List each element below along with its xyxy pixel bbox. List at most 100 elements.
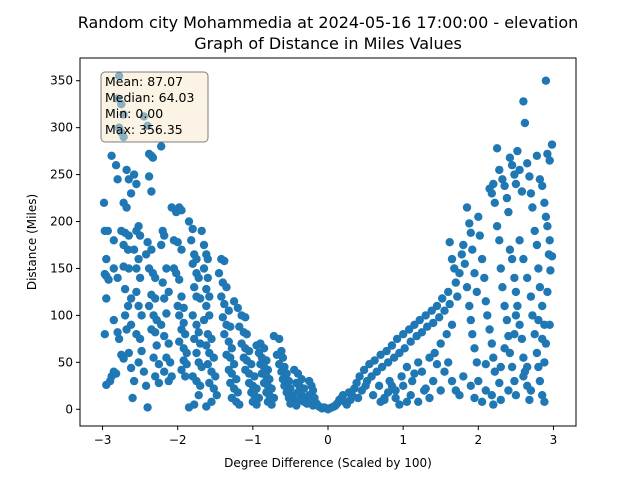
- data-point: [397, 372, 406, 381]
- data-point: [187, 236, 196, 245]
- data-point: [194, 391, 203, 400]
- data-point: [224, 337, 233, 346]
- data-point: [383, 358, 393, 367]
- data-point: [188, 224, 197, 234]
- data-point: [209, 353, 218, 362]
- data-point: [212, 391, 221, 400]
- data-point: [507, 362, 517, 372]
- data-point: [160, 294, 169, 303]
- data-point: [541, 76, 551, 85]
- data-point: [525, 172, 534, 181]
- data-point: [214, 269, 224, 278]
- data-point: [278, 353, 288, 362]
- data-point: [421, 311, 430, 320]
- data-point: [172, 269, 181, 278]
- chart-title-line1: Random city Mohammedia at 2024-05-16 17:…: [78, 13, 579, 32]
- data-points: [99, 71, 557, 414]
- data-point: [519, 254, 528, 264]
- data-point: [205, 378, 214, 388]
- data-point: [233, 303, 242, 313]
- data-point: [535, 175, 545, 184]
- data-point: [182, 360, 191, 369]
- data-point: [173, 238, 182, 247]
- data-point: [545, 236, 554, 245]
- data-point: [489, 179, 498, 189]
- data-point: [102, 294, 111, 303]
- data-point: [519, 372, 528, 381]
- data-point: [134, 301, 143, 311]
- data-point: [510, 376, 519, 386]
- data-point: [490, 198, 499, 207]
- data-point: [177, 206, 186, 215]
- data-point: [370, 356, 379, 365]
- data-point: [359, 365, 369, 375]
- data-point: [483, 311, 492, 320]
- data-point: [175, 275, 184, 284]
- x-tick-label: −3: [94, 433, 112, 447]
- data-point: [218, 313, 227, 322]
- y-tick-label: 150: [50, 261, 73, 275]
- data-point: [124, 231, 133, 240]
- data-point: [447, 320, 457, 329]
- data-point: [269, 393, 279, 403]
- data-point: [244, 346, 254, 356]
- data-point: [250, 372, 259, 381]
- data-point: [511, 311, 521, 320]
- data-point: [474, 212, 483, 221]
- data-point: [199, 240, 209, 250]
- data-point: [465, 301, 474, 311]
- data-point: [505, 153, 515, 162]
- data-point: [182, 348, 191, 358]
- x-tick-label: 3: [550, 433, 558, 447]
- data-point: [102, 254, 111, 264]
- data-point: [147, 187, 156, 196]
- data-point: [436, 386, 445, 395]
- data-point: [505, 245, 515, 254]
- data-point: [220, 299, 229, 309]
- data-point: [263, 365, 273, 375]
- data-point: [154, 360, 164, 369]
- data-point: [188, 311, 197, 320]
- data-point: [481, 297, 490, 306]
- data-point: [151, 294, 160, 303]
- data-point: [353, 393, 363, 403]
- data-point: [220, 256, 229, 266]
- data-point: [179, 318, 188, 328]
- data-point: [254, 393, 264, 403]
- y-tick-label: 100: [50, 308, 73, 322]
- x-tick-label: 1: [399, 433, 407, 447]
- data-point: [538, 391, 547, 400]
- data-point: [400, 344, 409, 353]
- data-point: [498, 283, 507, 292]
- x-tick-label: −1: [244, 433, 262, 447]
- data-point: [526, 292, 536, 301]
- data-point: [395, 400, 404, 409]
- data-point: [523, 159, 532, 168]
- data-point: [164, 339, 173, 348]
- data-point: [519, 353, 528, 362]
- data-point: [540, 198, 549, 207]
- data-point: [511, 287, 521, 297]
- data-point: [519, 97, 528, 106]
- y-axis-ticks: 0 50 100 150 200 250 300 350: [50, 74, 80, 416]
- data-point: [119, 354, 128, 363]
- data-point: [535, 376, 545, 386]
- data-point: [546, 266, 555, 275]
- data-point: [440, 367, 449, 376]
- data-point: [399, 330, 408, 339]
- x-axis-label: Degree Difference (Scaled by 100): [224, 456, 432, 470]
- data-point: [453, 292, 462, 301]
- data-point: [496, 264, 505, 273]
- data-point: [203, 273, 212, 283]
- data-point: [495, 378, 504, 388]
- data-point: [496, 395, 505, 405]
- data-point: [149, 353, 158, 362]
- data-point: [417, 367, 427, 376]
- data-point: [368, 391, 378, 400]
- data-point: [523, 362, 532, 372]
- data-point: [126, 189, 136, 198]
- data-point: [262, 356, 271, 365]
- data-point: [402, 397, 412, 406]
- data-point: [432, 360, 442, 369]
- data-point: [470, 393, 479, 403]
